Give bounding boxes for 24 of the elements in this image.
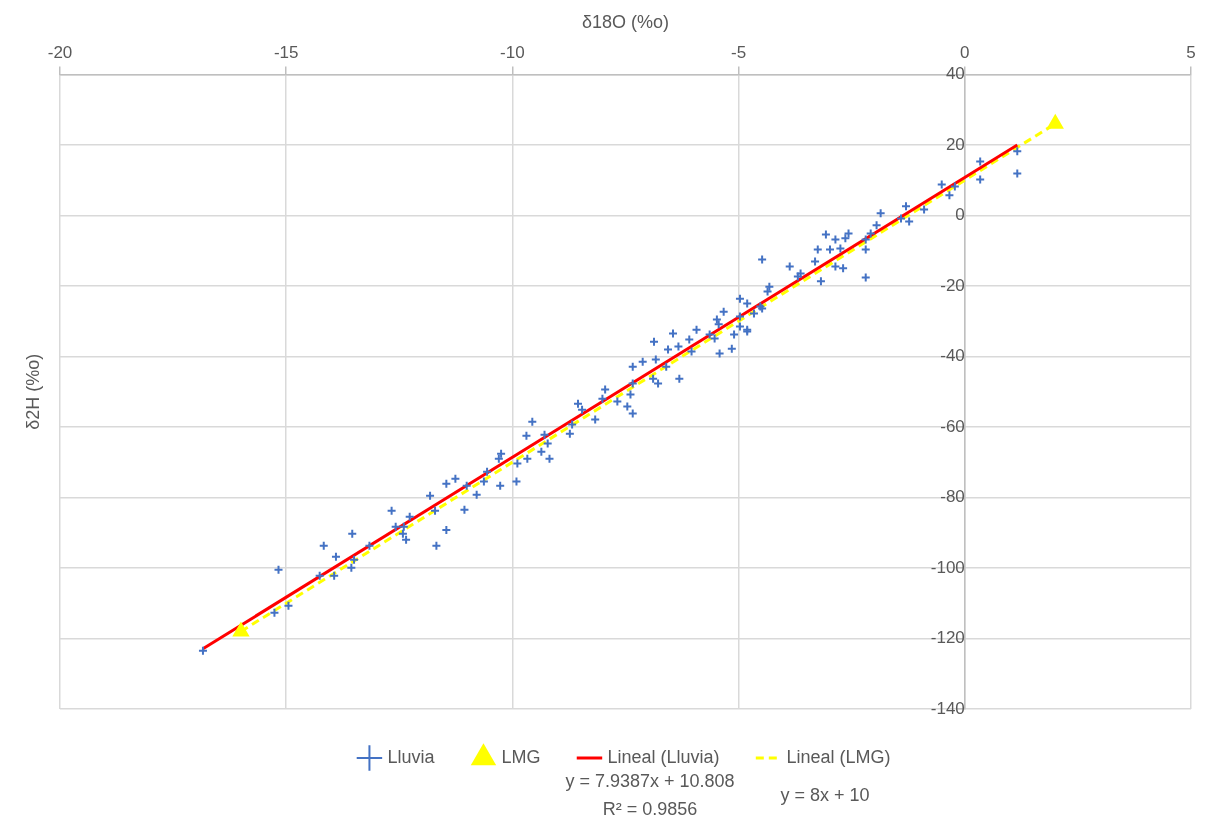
legend-label: LMG [501,746,541,767]
text: y = 8x + 10 [780,784,870,805]
y-tick-label: 0 [955,205,965,225]
legend-label: Lineal (Lluvia) [607,746,720,767]
legend-label: Lluvia [387,746,436,767]
legend-label: Lineal (LMG) [786,746,891,767]
y-tick-label: 40 [945,64,965,84]
y-axis-title: δ2H (%o) [22,353,43,430]
x-tick-label: -5 [731,42,747,62]
x-tick-label: -20 [47,42,73,62]
y-tick-label: -20 [940,275,965,295]
y-tick-label: -60 [940,416,965,436]
y-tick-label: -120 [930,628,965,648]
y-tick-label: -80 [940,487,965,507]
x-tick-label: -10 [500,42,525,62]
y-tick-label: -140 [930,698,965,718]
x-axis-title: δ18O (%o) [581,11,670,32]
y-tick-label: -100 [930,557,965,577]
y-tick-label: 20 [945,134,965,154]
y-tick-label: -40 [940,346,965,366]
text: R² = 0.9856 [602,798,698,819]
x-tick-label: -15 [273,42,299,62]
x-tick-label: 5 [1186,42,1196,62]
text: y = 7.9387x + 10.808 [565,770,735,791]
